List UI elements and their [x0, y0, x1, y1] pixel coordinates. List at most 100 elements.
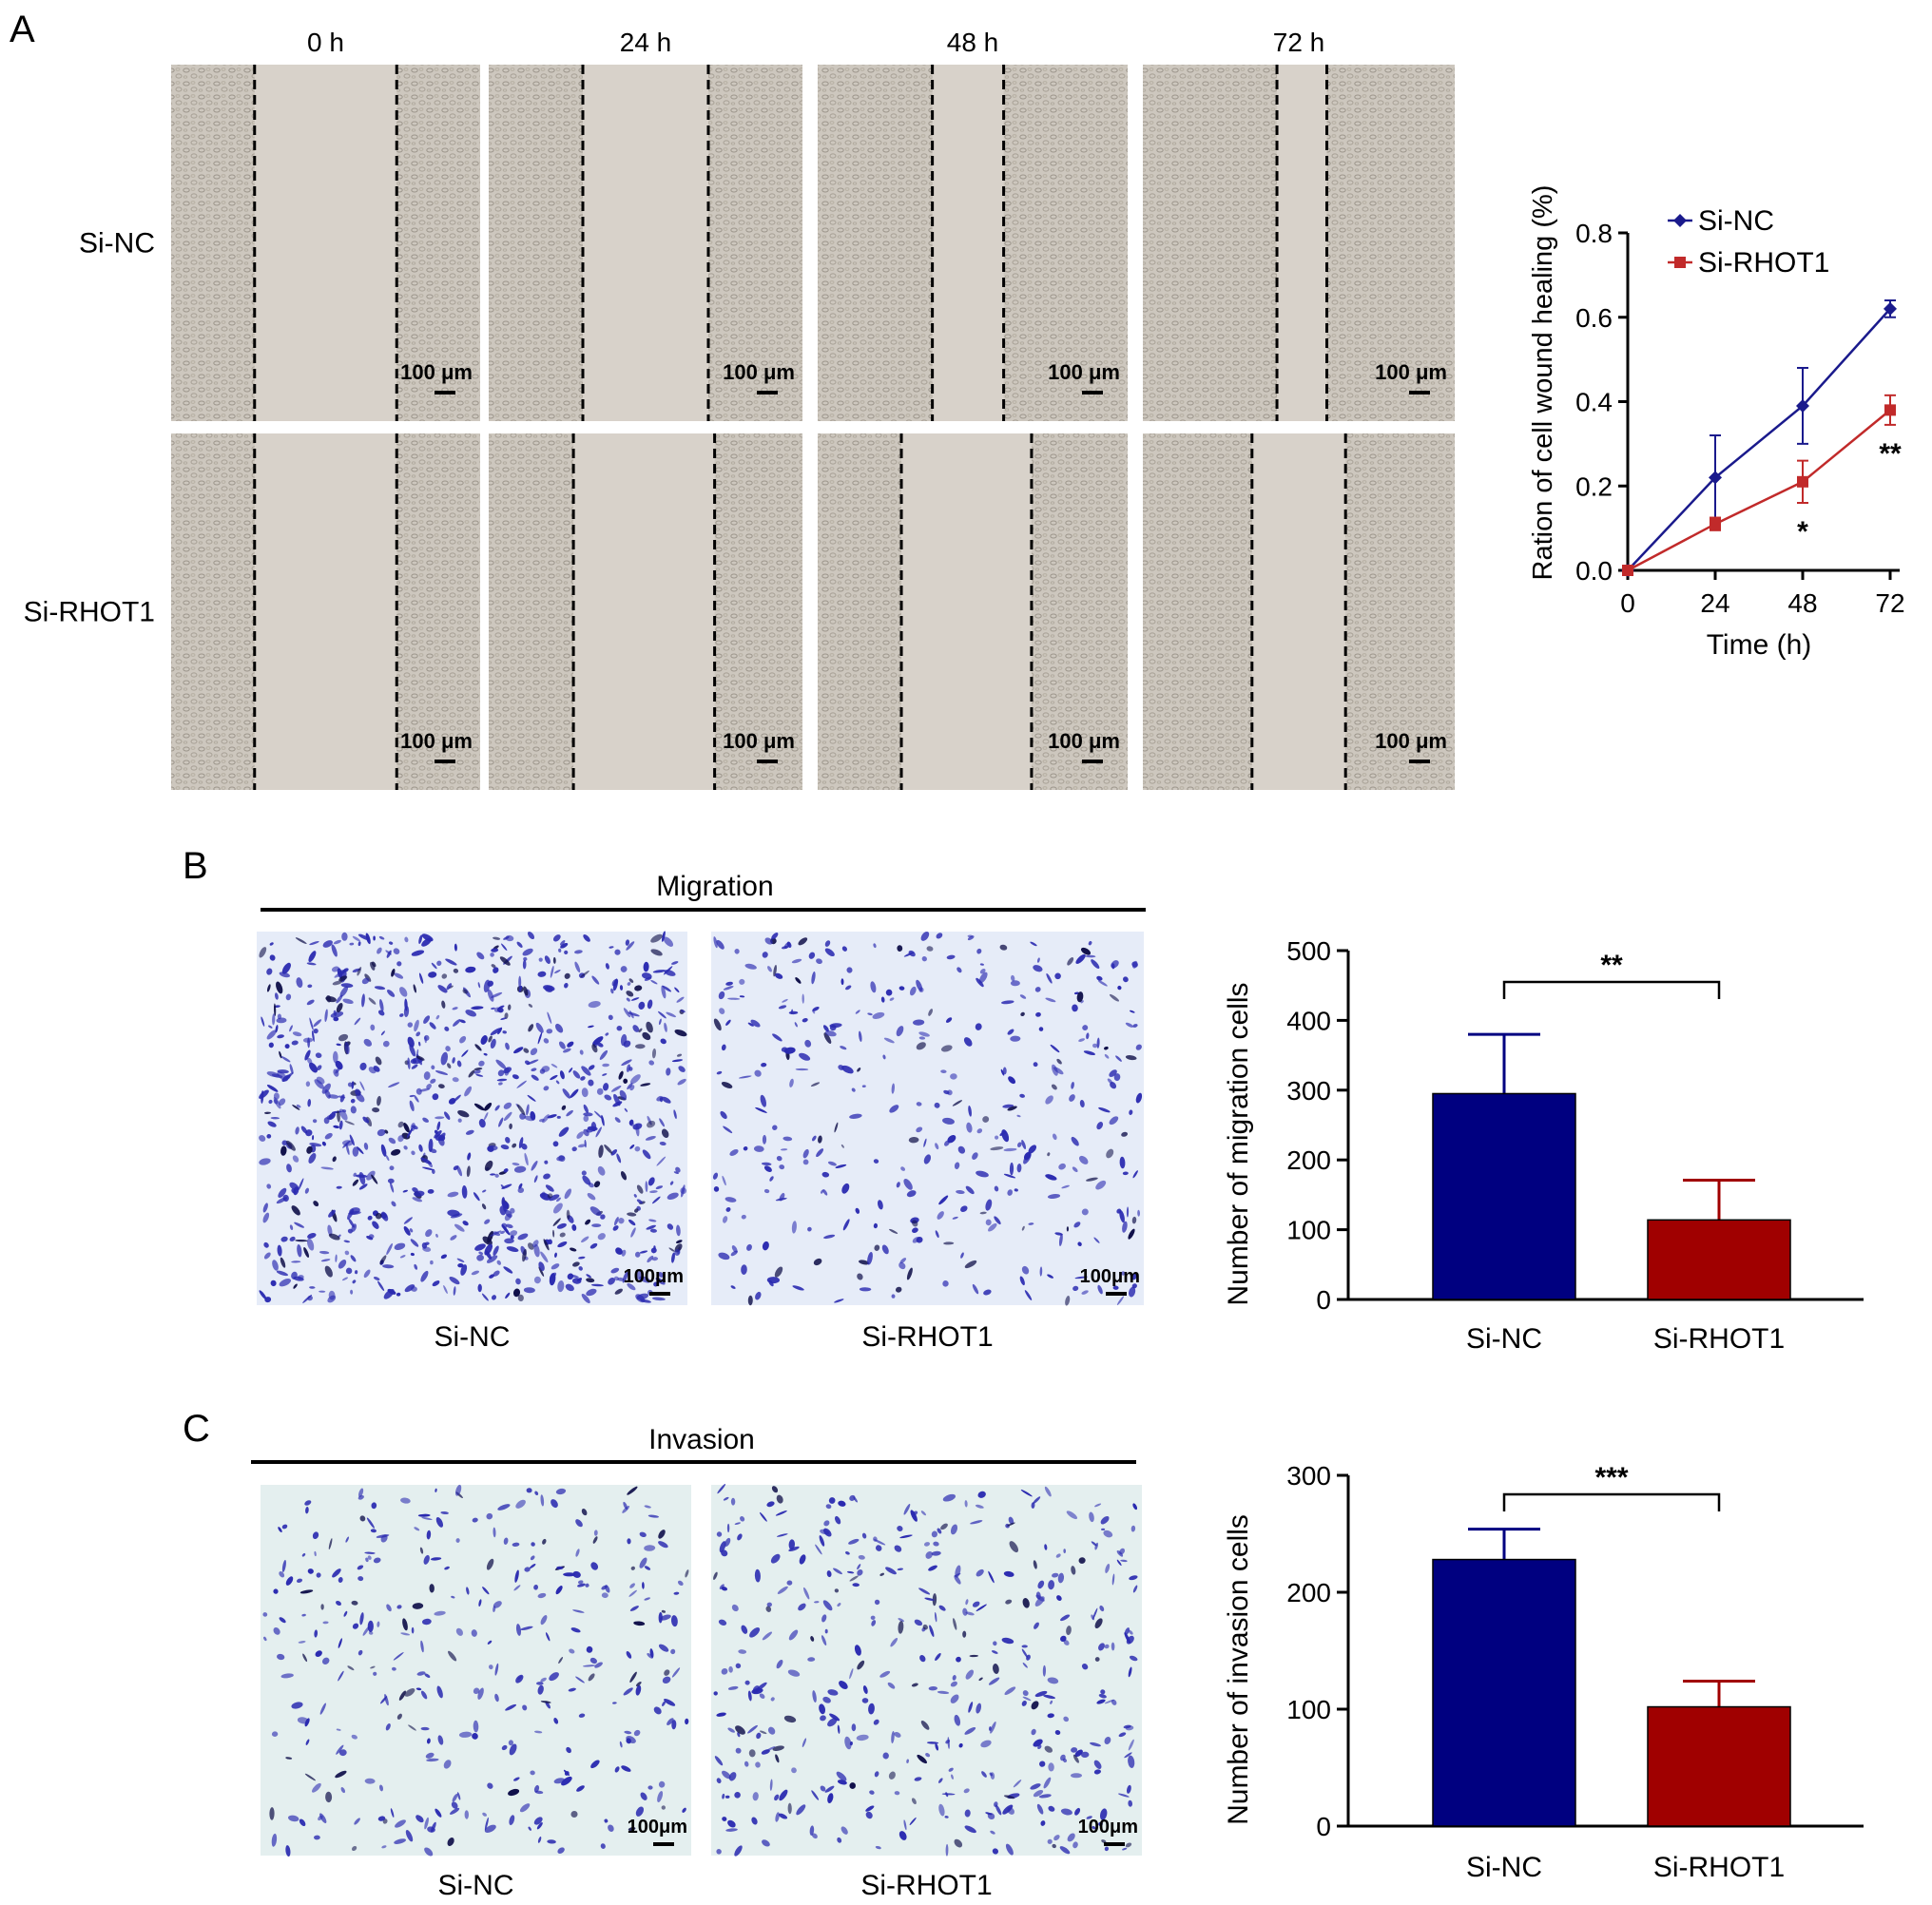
- scale-bar-label: 100 μm: [723, 729, 795, 753]
- stained-cell: [629, 1145, 635, 1149]
- stained-cell: [503, 1168, 509, 1173]
- stained-cell: [477, 982, 481, 989]
- stained-cell: [897, 1526, 903, 1531]
- stained-cell: [543, 1239, 550, 1251]
- stained-cell: [570, 1247, 577, 1252]
- stained-cell: [1072, 1004, 1078, 1012]
- stained-cell: [762, 952, 768, 958]
- stained-cell: [965, 1599, 969, 1606]
- stained-cell: [545, 1632, 551, 1642]
- stained-cell: [366, 1236, 374, 1241]
- stained-cell: [321, 1083, 331, 1094]
- stained-cell: [1020, 1489, 1033, 1497]
- stained-cell: [1078, 1557, 1086, 1564]
- stained-cell: [1065, 1296, 1071, 1306]
- stained-cell: [349, 942, 355, 946]
- stained-cell: [788, 1539, 796, 1550]
- stained-cell: [434, 1130, 442, 1139]
- stained-cell: [454, 1223, 465, 1232]
- stained-cell: [404, 998, 408, 1011]
- stained-cell: [661, 931, 666, 942]
- stained-cell: [848, 1538, 860, 1545]
- stained-cell: [332, 1568, 341, 1578]
- stained-cell: [399, 987, 408, 997]
- stained-cell: [873, 1159, 879, 1164]
- significance-bracket: [1502, 1492, 1721, 1511]
- stained-cell: [504, 1238, 514, 1244]
- stained-cell: [841, 1183, 850, 1194]
- stained-cell: [1096, 1037, 1100, 1049]
- stained-cell: [418, 934, 423, 944]
- stained-cell: [636, 1199, 643, 1204]
- stained-cell: [586, 1645, 593, 1653]
- stained-cell: [546, 1029, 553, 1034]
- stained-cell: [377, 1128, 386, 1137]
- stained-cell: [544, 955, 551, 964]
- stained-cell: [523, 1048, 530, 1053]
- y-tick-label: 0: [1316, 1285, 1331, 1315]
- stained-cell: [358, 1488, 364, 1498]
- stained-cell: [981, 1771, 987, 1778]
- scale-bar: [1106, 1292, 1127, 1296]
- stained-cell: [422, 1117, 429, 1123]
- stained-cell: [1132, 1503, 1138, 1511]
- stained-cell: [639, 1250, 648, 1254]
- stained-cell: [1028, 1145, 1037, 1154]
- stained-cell: [1130, 1273, 1137, 1280]
- stained-cell: [795, 1068, 809, 1071]
- stained-cell: [675, 1166, 681, 1173]
- stained-cell: [649, 1190, 658, 1194]
- stained-cell: [425, 1752, 435, 1759]
- stained-cell: [990, 1721, 996, 1734]
- stained-cell: [557, 1280, 565, 1293]
- stained-cell: [767, 1726, 776, 1735]
- stained-cell: [721, 1082, 733, 1088]
- stained-cell: [671, 1667, 681, 1678]
- stained-cell: [352, 1146, 359, 1157]
- stained-cell: [368, 997, 377, 1005]
- stained-cell: [1047, 1713, 1054, 1719]
- stained-cell: [676, 1224, 681, 1237]
- stained-cell: [755, 1106, 767, 1113]
- stained-cell: [340, 1787, 346, 1794]
- stained-cell: [281, 962, 291, 974]
- stained-cell: [482, 1189, 487, 1193]
- stained-cell: [852, 1583, 860, 1588]
- stained-cell: [270, 1280, 277, 1287]
- stained-cell: [364, 973, 372, 982]
- stained-cell: [583, 1115, 589, 1123]
- wound-image: 100 μm: [171, 433, 480, 790]
- stained-cell: [896, 1182, 900, 1188]
- stained-cell: [938, 1195, 949, 1205]
- stained-cell: [312, 1782, 321, 1793]
- stained-cell: [963, 1037, 973, 1047]
- stained-cell: [314, 1550, 317, 1557]
- stained-cell: [935, 1742, 939, 1751]
- stained-cell: [497, 1069, 505, 1077]
- stained-cell: [623, 1008, 631, 1018]
- stained-cell: [540, 1251, 549, 1263]
- stained-cell: [480, 1035, 488, 1045]
- stained-cell: [279, 1570, 285, 1578]
- stained-cell: [345, 1144, 350, 1156]
- stained-cell: [1037, 1580, 1045, 1589]
- stained-cell: [1028, 1222, 1034, 1225]
- stained-cell: [547, 1193, 553, 1199]
- stained-cell: [382, 1264, 395, 1269]
- stained-cell: [954, 1714, 961, 1726]
- stained-cell: [444, 1026, 450, 1031]
- stained-cell: [302, 1037, 314, 1043]
- stained-cell: [379, 999, 384, 1012]
- stained-cell: [1010, 980, 1020, 987]
- stained-cell: [553, 1717, 559, 1724]
- stained-cell: [597, 1233, 606, 1241]
- stained-cell: [400, 1632, 411, 1636]
- stained-cell: [429, 1584, 435, 1593]
- stained-cell: [336, 1043, 341, 1047]
- stained-cell: [1033, 965, 1043, 972]
- stained-cell: [597, 1165, 606, 1176]
- stained-cell: [1016, 1114, 1021, 1118]
- stained-cell: [558, 1126, 570, 1137]
- stained-cell: [1081, 1208, 1089, 1216]
- stained-cell: [724, 1197, 737, 1203]
